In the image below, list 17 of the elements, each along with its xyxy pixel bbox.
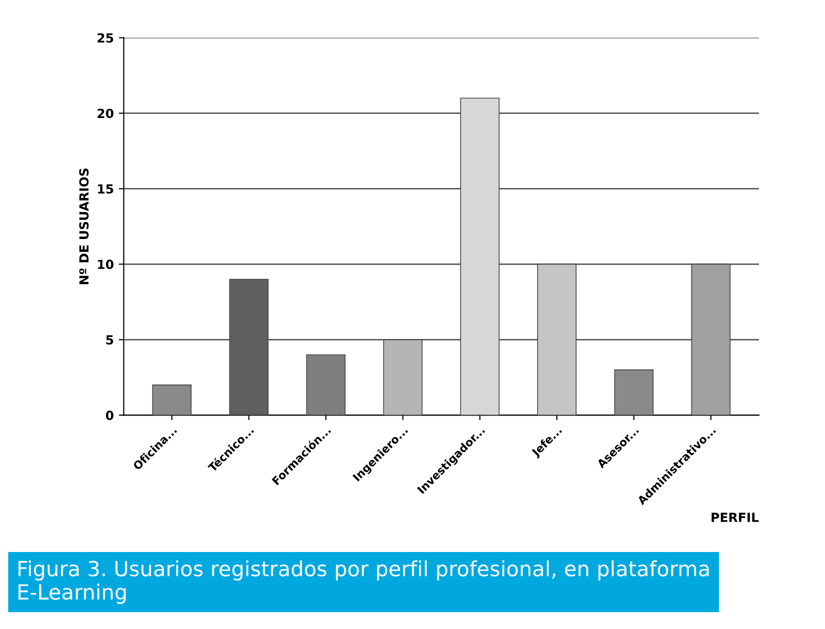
y-tick-label: 15 [98, 184, 114, 194]
x-axis-title: PERFIL [712, 512, 759, 522]
bar [229, 278, 269, 416]
bar [614, 369, 654, 416]
bar [152, 384, 192, 416]
y-axis-title: Nº DE USUARIOS [79, 168, 89, 284]
bar [383, 339, 423, 416]
bar [306, 354, 346, 416]
y-tick-label: 5 [106, 335, 114, 345]
bar [460, 98, 500, 416]
bar [691, 264, 731, 416]
y-tick-label: 10 [98, 260, 114, 270]
text: Figura 3. Usuarios registrados por perfil profesional, en plataforma E-Learning [18, 560, 709, 604]
y-tick-label: 20 [98, 108, 114, 118]
bar [537, 264, 577, 416]
y-tick-label: 0 [106, 410, 114, 420]
y-tick-label: 25 [98, 33, 114, 43]
